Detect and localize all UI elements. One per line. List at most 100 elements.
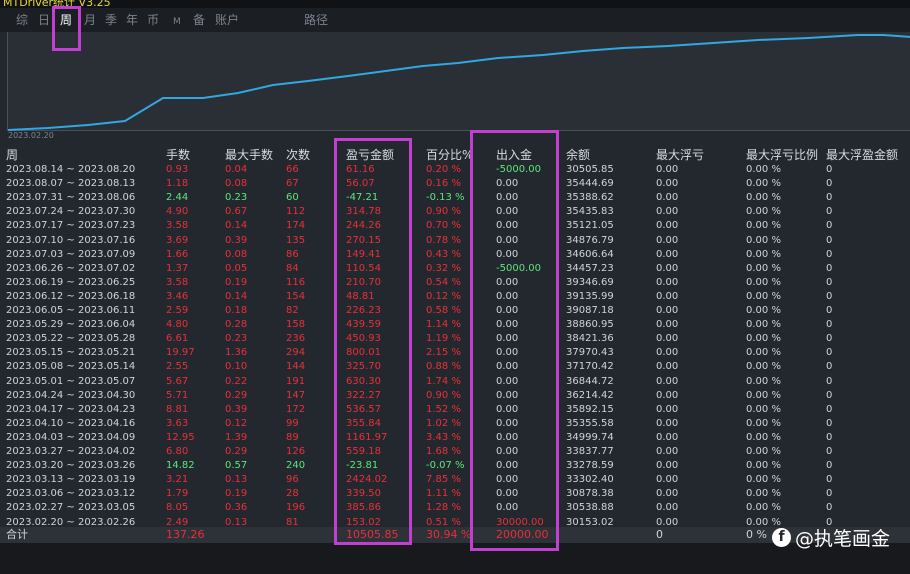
table-row[interactable]: 2023.06.19 ~ 2023.06.25 3.58 0.19 116 210.70… xyxy=(0,276,910,290)
table-row[interactable]: 2023.08.14 ~ 2023.08.20 0.93 0.04 66 61.16 0.… xyxy=(0,163,910,177)
cell-deposit-withdraw: -5000.00 xyxy=(496,262,541,274)
cell-max-profit: 0 xyxy=(826,333,833,345)
col-header-percent[interactable]: 百分比% xyxy=(426,148,474,162)
col-header-max-drawdown-ratio[interactable]: 最大浮亏比例 xyxy=(746,148,819,162)
cell-max-drawdown-ratio: 0.00 % xyxy=(746,276,781,288)
cell-max-profit: 0 xyxy=(826,192,833,204)
tab-backup[interactable]: 备 xyxy=(193,13,206,27)
table-row[interactable]: 2023.06.05 ~ 2023.06.11 2.59 0.18 82 226.23 0… xyxy=(0,304,910,318)
cell-pnl: -47.21 xyxy=(346,192,379,204)
col-header-max-drawdown[interactable]: 最大浮亏 xyxy=(656,148,705,162)
cell-max-profit: 0 xyxy=(826,502,833,514)
cell-max-drawdown-ratio: 0.00 % xyxy=(746,460,781,472)
cell-week: 2023.06.12 ~ 2023.06.18 xyxy=(6,290,136,302)
cell-max-lots: 1.39 xyxy=(225,431,248,443)
cell-pnl: 2424.02 xyxy=(346,474,388,486)
table-row[interactable]: 2023.03.06 ~ 2023.03.12 1.79 0.19 28 339.50 1… xyxy=(0,487,910,501)
table-row[interactable]: 2023.07.10 ~ 2023.07.16 3.69 0.39 135 270.15… xyxy=(0,234,910,248)
cell-max-drawdown-ratio: 0.00 % xyxy=(746,262,781,274)
cell-count: 82 xyxy=(286,305,299,316)
table-row[interactable]: 2023.06.12 ~ 2023.06.18 3.46 0.14 154 48.81 0… xyxy=(0,290,910,304)
table-row[interactable]: 2023.08.07 ~ 2023.08.13 1.18 0.08 67 56.07 0.… xyxy=(0,177,910,191)
tab-m[interactable]: M xyxy=(173,17,181,27)
cell-deposit-withdraw: 0.00 xyxy=(496,389,519,401)
cell-week: 2023.04.17 ~ 2023.04.23 xyxy=(6,403,136,415)
cell-count: 191 xyxy=(286,375,306,387)
cell-lots: 3.63 xyxy=(166,417,189,429)
tab-account[interactable]: 账户 xyxy=(215,13,240,27)
cell-pnl: 110.54 xyxy=(346,262,381,274)
table-row[interactable]: 2023.03.13 ~ 2023.03.19 3.21 0.13 96 2424.02… xyxy=(0,473,910,487)
tab-path[interactable]: 路径 xyxy=(304,13,329,27)
tab-summary[interactable]: 综 xyxy=(16,13,29,27)
tab-day[interactable]: 日 xyxy=(38,13,51,27)
cell-lots: 1.79 xyxy=(166,488,189,500)
cell-max-profit: 0 xyxy=(826,417,833,429)
cell-max-drawdown-ratio: 0.00 % xyxy=(746,516,781,528)
col-header-deposit-withdraw[interactable]: 出入金 xyxy=(496,148,533,162)
cell-deposit-withdraw: 0.00 xyxy=(496,192,519,204)
cell-lots: 6.80 xyxy=(166,446,189,457)
cell-max-drawdown-ratio: 0.00 % xyxy=(746,206,781,218)
table-row[interactable]: 2023.02.27 ~ 2023.03.05 8.05 0.36 196 385.86… xyxy=(0,501,910,515)
table-row[interactable]: 2023.07.17 ~ 2023.07.23 3.58 0.14 174 244.26… xyxy=(0,219,910,233)
table-row[interactable]: 2023.04.03 ~ 2023.04.09 12.95 1.39 89 1161.9… xyxy=(0,431,910,445)
table-row[interactable]: 2023.05.29 ~ 2023.06.04 4.80 0.28 158 439.59… xyxy=(0,318,910,332)
tab-year[interactable]: 年 xyxy=(126,13,139,27)
tab-week[interactable]: 周 xyxy=(60,13,73,27)
table-row[interactable]: 2023.05.15 ~ 2023.05.21 19.97 1.36 294 800.0… xyxy=(0,346,910,360)
table-row[interactable]: 2023.06.26 ~ 2023.07.02 1.37 0.05 84 110.54 0… xyxy=(0,262,910,276)
table-row[interactable]: 2023.04.24 ~ 2023.04.30 5.71 0.29 147 322.27… xyxy=(0,389,910,403)
total-max-drawdown: 0 xyxy=(656,528,663,541)
cell-lots: 8.05 xyxy=(166,502,189,514)
cell-balance: 33837.77 xyxy=(566,446,614,457)
col-header-max-lots[interactable]: 最大手数 xyxy=(225,148,274,162)
cell-max-lots: 0.13 xyxy=(225,516,248,528)
col-header-count[interactable]: 次数 xyxy=(286,148,311,162)
cell-pnl: -23.81 xyxy=(346,460,379,472)
tab-month[interactable]: 月 xyxy=(84,13,97,27)
table-row[interactable]: 2023.03.27 ~ 2023.04.02 6.80 0.29 126 559.18… xyxy=(0,445,910,459)
table-row[interactable]: 2023.05.22 ~ 2023.05.28 6.61 0.23 236 450.93… xyxy=(0,332,910,346)
cell-balance: 35388.62 xyxy=(566,192,614,204)
col-header-max-profit[interactable]: 最大浮盈金额 xyxy=(826,148,899,162)
cell-max-drawdown: 0.00 xyxy=(656,488,679,500)
cell-deposit-withdraw: 0.00 xyxy=(496,319,519,331)
cell-deposit-withdraw: 0.00 xyxy=(496,474,519,486)
col-header-week[interactable]: 周 xyxy=(6,148,19,162)
cell-deposit-withdraw: 0.00 xyxy=(496,347,519,359)
table-row[interactable]: 2023.04.10 ~ 2023.04.16 3.63 0.12 99 355.84 1… xyxy=(0,417,910,431)
tab-quarter[interactable]: 季 xyxy=(105,13,118,27)
cell-max-profit: 0 xyxy=(826,446,833,457)
table-row[interactable]: 2023.05.01 ~ 2023.05.07 5.67 0.22 191 630.30… xyxy=(0,375,910,389)
cell-count: 236 xyxy=(286,333,306,345)
table-row[interactable]: 2023.07.03 ~ 2023.07.09 1.66 0.08 86 149.41 0… xyxy=(0,248,910,262)
col-header-lots[interactable]: 手数 xyxy=(166,148,191,162)
cell-deposit-withdraw: 0.00 xyxy=(496,417,519,429)
col-header-balance[interactable]: 余额 xyxy=(566,148,591,162)
cell-count: 144 xyxy=(286,361,306,373)
cell-lots: 1.66 xyxy=(166,248,189,260)
cell-max-drawdown: 0.00 xyxy=(656,516,679,528)
cell-max-drawdown: 0.00 xyxy=(656,361,679,373)
cell-max-drawdown-ratio: 0.00 % xyxy=(746,290,781,302)
table-row[interactable]: 2023.05.08 ~ 2023.05.14 2.55 0.10 144 325.70… xyxy=(0,360,910,374)
tab-currency[interactable]: 币 xyxy=(147,13,160,27)
cell-max-lots: 0.29 xyxy=(225,446,248,457)
cell-pnl: 56.07 xyxy=(346,178,375,190)
cell-balance: 30153.02 xyxy=(566,516,614,528)
table-row[interactable]: 2023.03.20 ~ 2023.03.26 14.82 0.57 240 -23.8… xyxy=(0,459,910,473)
cell-max-drawdown-ratio: 0.00 % xyxy=(746,403,781,415)
cell-max-drawdown-ratio: 0.00 % xyxy=(746,502,781,514)
cell-balance: 35355.58 xyxy=(566,417,614,429)
cell-pnl: 800.01 xyxy=(346,347,381,359)
col-header-pnl[interactable]: 盈亏金额 xyxy=(346,148,395,162)
table-row[interactable]: 2023.07.24 ~ 2023.07.30 4.90 0.67 112 314.78… xyxy=(0,205,910,219)
table-row[interactable]: 2023.02.20 ~ 2023.02.26 2.49 0.13 81 153.02 0… xyxy=(0,516,910,530)
cell-max-drawdown-ratio: 0.00 % xyxy=(746,220,781,232)
table-row[interactable]: 2023.04.17 ~ 2023.04.23 8.81 0.39 172 536.57… xyxy=(0,403,910,417)
table-row[interactable]: 2023.07.31 ~ 2023.08.06 2.44 0.23 60 -47.21 -… xyxy=(0,191,910,205)
watermark-text: @执笔画金 xyxy=(795,527,891,550)
cell-lots: 2.55 xyxy=(166,361,189,373)
cell-week: 2023.07.03 ~ 2023.07.09 xyxy=(6,248,136,260)
